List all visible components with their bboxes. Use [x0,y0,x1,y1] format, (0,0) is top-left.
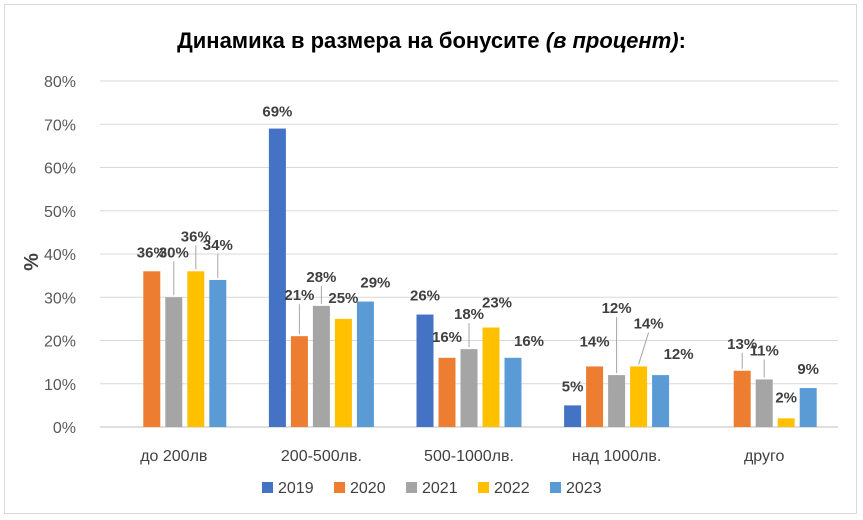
chart-frame [4,4,857,514]
y-tick-label: 30% [44,290,76,307]
bar-2022-до 200лв [187,271,205,427]
bar-2019-над 1000лв. [564,405,582,427]
data-label: 16% [432,329,462,346]
bar-2020-200-500лв. [290,336,308,427]
y-tick-label: 20% [44,334,76,351]
x-category-label: 200-500лв. [281,448,362,465]
legend-label-2022: 2022 [494,480,530,497]
legend-label-2019: 2019 [278,480,314,497]
bar-2023-200-500лв. [356,301,374,427]
y-tick-label: 70% [44,117,76,134]
data-label: 9% [797,361,819,378]
chart-title-main: Динамика в размера на бонусите [177,28,546,53]
data-label: 14% [580,333,610,350]
bar-2020-до 200лв [143,271,161,427]
bar-2021-друго [755,379,773,427]
leader-line [638,332,650,365]
data-label: 23% [482,295,512,312]
legend-swatch-2022 [478,482,489,493]
data-label: 36% [137,244,167,261]
bar-2022-200-500лв. [334,318,352,427]
data-label: 16% [514,333,544,350]
bar-2020-500-1000лв. [438,357,456,427]
bar-2020-друго [733,370,751,427]
data-label: 11% [750,342,779,359]
legend-swatch-2023 [550,482,561,493]
bar-2023-до 200лв [209,279,227,427]
chart-title-italic: (в процент) [545,28,679,53]
data-label: 69% [262,104,292,121]
y-axis-label: % [21,253,43,271]
bar-2021-над 1000лв. [608,375,626,427]
legend-swatch-2020 [334,482,345,493]
bar-2020-над 1000лв. [586,366,604,427]
data-label: 34% [203,237,233,254]
data-label: 36% [181,228,211,245]
data-label: 26% [410,288,440,305]
bar-2022-над 1000лв. [630,366,648,427]
x-category-label: над 1000лв. [572,448,661,465]
y-tick-label: 0% [53,420,76,437]
bar-2021-500-1000лв. [460,349,478,427]
bar-2023-над 1000лв. [652,375,670,427]
legend-swatch-2019 [262,482,273,493]
legend-label-2020: 2020 [350,480,386,497]
y-tick-label: 60% [44,161,76,178]
x-category-label: до 200лв [140,448,207,465]
data-label: 14% [634,315,664,332]
y-tick-label: 50% [44,204,76,221]
bar-2021-200-500лв. [312,305,330,427]
data-label: 2% [775,389,797,406]
data-label: 21% [284,287,314,304]
bar-2019-500-1000лв. [416,314,434,427]
y-tick-label: 10% [44,377,76,394]
x-category-label: друго [744,448,785,465]
data-label: 30% [159,244,189,261]
legend-label-2021: 2021 [422,480,458,497]
y-tick-label: 40% [44,247,76,264]
data-label: 29% [360,275,390,292]
bar-2023-500-1000лв. [504,357,522,427]
data-label: 12% [602,300,632,317]
bar-2022-друго [777,418,795,427]
data-label: 28% [306,269,336,286]
chart-title: Динамика в размера на бонусите (в процен… [0,28,863,54]
data-label: 18% [454,306,484,323]
bar-2023-друго [799,388,817,427]
data-label: 12% [664,346,694,363]
x-category-label: 500-1000лв. [424,448,514,465]
legend-label-2023: 2023 [566,480,602,497]
bar-2022-500-1000лв. [482,327,500,427]
bar-2021-до 200лв [165,297,183,427]
data-label: 13% [727,336,757,353]
chart-title-end: : [678,28,686,53]
data-label: 5% [562,378,584,395]
y-tick-label: 80% [44,74,76,91]
bar-2019-200-500лв. [268,128,286,427]
legend-swatch-2021 [406,482,417,493]
data-label: 25% [328,290,358,307]
